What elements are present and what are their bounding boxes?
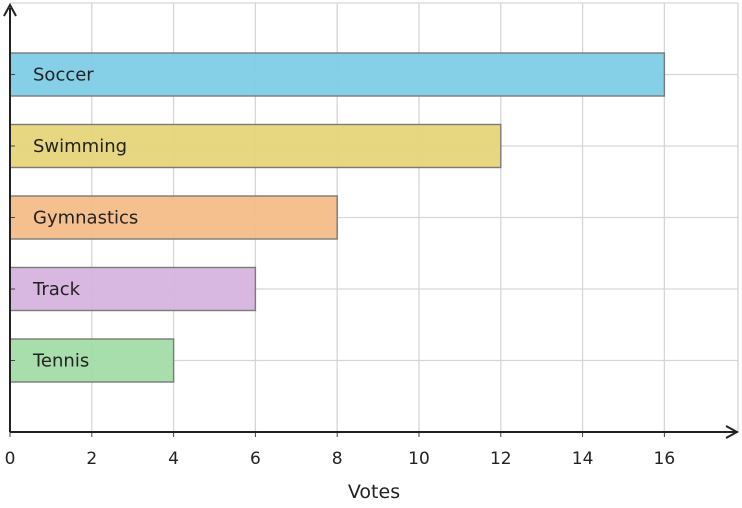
x-axis-arrow [725,425,740,439]
x-tick-label: 12 [490,449,512,469]
bar-label-swimming: Swimming [33,136,127,157]
x-tick-label: 10 [408,449,430,469]
bar-label-tennis: Tennis [32,351,89,372]
x-tick-label: 6 [250,449,261,469]
x-axis-ticks: 0 2 4 6 8 10 12 14 16 [5,432,676,469]
axes [3,2,740,439]
bar-track [9,266,257,312]
bars: Soccer Swimming Gymnastics Track Tennis [9,52,666,383]
bar-tennis [9,338,175,383]
bar-swimming [9,123,502,169]
bar-label-gymnastics: Gymnastics [33,208,138,229]
bar-soccer [9,52,666,97]
x-tick-label: 4 [168,449,179,469]
x-tick-label: 8 [332,449,343,469]
x-tick-label: 16 [654,449,676,469]
bar-gymnastics [9,195,338,240]
x-axis-title: Votes [348,481,400,503]
bar-label-track: Track [32,279,81,300]
x-tick-label: 0 [5,449,16,469]
y-axis-arrow [3,2,17,17]
x-tick-label: 14 [572,449,594,469]
x-tick-label: 2 [86,449,97,469]
bar-label-soccer: Soccer [33,65,94,86]
